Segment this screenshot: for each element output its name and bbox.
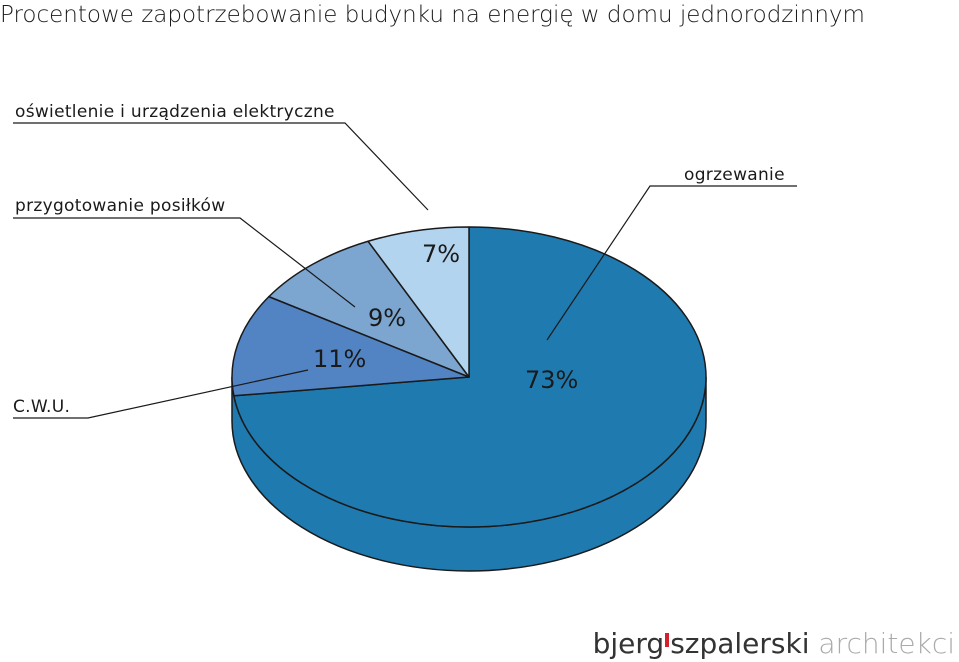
logo-text-architekci: architekci (818, 627, 955, 660)
logo-accent-mark (665, 633, 670, 647)
leader-cooking (13, 217, 356, 308)
leader-hot-water (13, 369, 309, 419)
value-label-hot-water: 11% (313, 345, 366, 373)
callout-heating: ogrzewanie (684, 165, 785, 185)
chart-title: Procentowe zapotrzebowanie budynku na en… (0, 2, 865, 28)
callout-cooking: przygotowanie posiłków (15, 196, 225, 216)
logo-text-bjerg: bjerg (592, 627, 665, 660)
pie-slice-oswietlenie-i-urzadzenia-elektryczne (367, 226, 470, 378)
pie-slice-ogrzewanie (233, 226, 707, 528)
company-logo: bjerg szpalerski architekci (593, 630, 955, 658)
pie-slices (231, 226, 707, 528)
value-label-heating: 73% (525, 366, 578, 394)
callout-hot-water: C.W.U. (13, 397, 70, 417)
pie-slice-cwu (231, 295, 470, 397)
leader-lines (13, 122, 797, 419)
value-label-lighting: 7% (422, 240, 460, 268)
value-label-cooking: 9% (368, 304, 406, 332)
pie-slice-przygotowanie-posikow (268, 240, 470, 378)
callout-lighting: oświetlenie i urządzenia elektryczne (15, 102, 335, 122)
leader-lighting (13, 122, 429, 211)
logo-text-szpalerski: szpalerski (670, 627, 810, 660)
leader-heating (546, 185, 797, 341)
